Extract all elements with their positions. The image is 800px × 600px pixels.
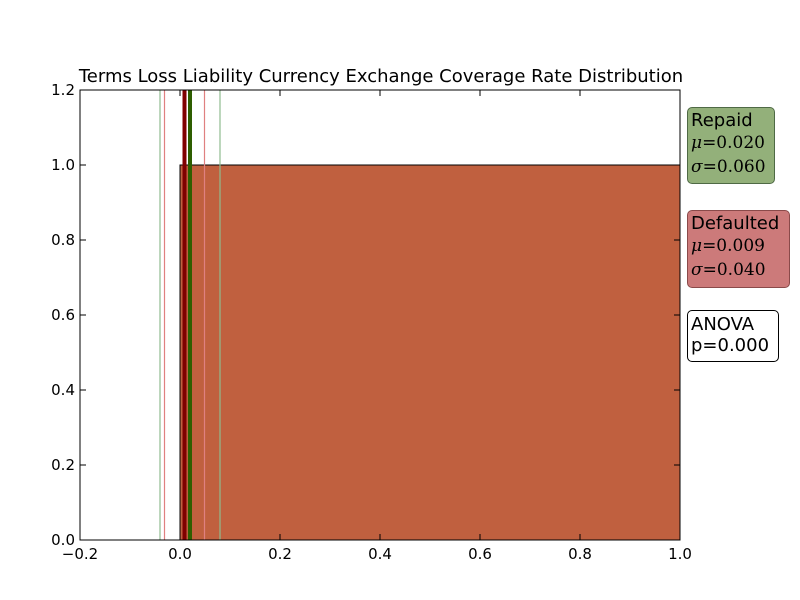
defaulted-std: σ=0.040 — [691, 258, 785, 282]
y-tick-label: 0.2 — [51, 456, 75, 474]
repaid-mu-symbol: μ — [691, 133, 703, 153]
repaid-sigma-symbol: σ — [691, 157, 703, 177]
axes: −0.2 0.0 0.2 0.4 0.6 0.8 1.00.00.20.40.60.81.0… — [51, 81, 692, 563]
x-tick-label: 0.0 — [168, 545, 192, 563]
defaulted-sigma-value: =0.040 — [702, 260, 766, 280]
repaid-title: Repaid — [691, 110, 753, 131]
repaid-std: σ=0.060 — [691, 155, 770, 179]
x-tick-label: 0.2 — [268, 545, 292, 563]
repaid-sigma-value: =0.060 — [702, 157, 766, 177]
y-tick-label: 0.6 — [51, 306, 75, 324]
defaulted-sigma-symbol: σ — [691, 260, 703, 280]
y-tick-label: 0.8 — [51, 231, 75, 249]
anova-label: ANOVA — [691, 314, 755, 335]
defaulted-title: Defaulted — [691, 213, 780, 234]
defaulted-stats-box: Defaulted μ=0.009 σ=0.040 — [687, 210, 790, 288]
defaulted-mean: μ=0.009 — [691, 234, 785, 258]
x-tick-label: 1.0 — [668, 545, 692, 563]
plot-area — [159, 90, 681, 541]
x-tick-label: 0.6 — [468, 545, 492, 563]
repaid-stats-box: Repaid μ=0.020 σ=0.060 — [687, 107, 775, 184]
anova-p-value: p=0.000 — [691, 335, 770, 356]
x-tick-label: 0.4 — [368, 545, 392, 563]
histogram-bar — [179, 164, 681, 541]
x-tick-label: −0.2 — [62, 545, 98, 563]
y-tick-label: 0.4 — [51, 381, 75, 399]
defaulted-mu-symbol: μ — [691, 236, 703, 256]
repaid-mu-value: =0.020 — [702, 133, 765, 153]
y-tick-label: 1.0 — [51, 156, 75, 174]
y-tick-label: 0.0 — [51, 531, 75, 549]
anova-box: ANOVA p=0.000 — [687, 310, 779, 362]
defaulted-mu-value: =0.009 — [702, 236, 765, 256]
repaid-mean: μ=0.020 — [691, 131, 770, 155]
x-tick-label: 0.8 — [568, 545, 592, 563]
chart-title: Terms Loss Liability Currency Exchange C… — [78, 66, 683, 87]
y-tick-label: 1.2 — [51, 81, 75, 99]
